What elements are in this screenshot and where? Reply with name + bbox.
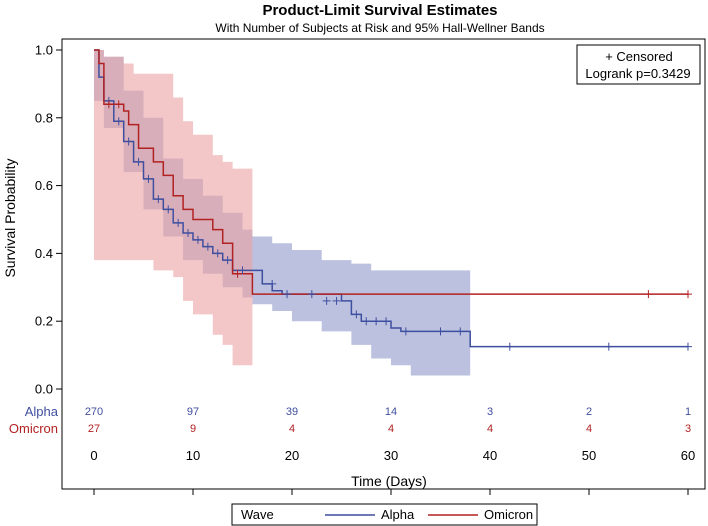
- band-omicron: [94, 50, 253, 366]
- risk-count-alpha: 270: [85, 406, 103, 418]
- censor-mark-alpha: [436, 327, 445, 336]
- risk-count-alpha: 1: [685, 406, 691, 418]
- censor-mark-omicron: [644, 290, 653, 299]
- chart-title: Product-Limit Survival Estimates: [262, 2, 497, 19]
- risk-count-omicron: 4: [289, 423, 295, 435]
- risk-count-omicron: 3: [685, 423, 691, 435]
- y-tick-label: 0.8: [35, 110, 53, 125]
- censor-mark-alpha: [352, 310, 361, 319]
- censor-mark-alpha: [307, 290, 316, 299]
- x-tick-label: 30: [384, 448, 398, 463]
- x-tick-label: 20: [285, 448, 299, 463]
- censor-mark-alpha: [238, 266, 247, 275]
- censor-mark-alpha: [154, 195, 163, 204]
- logrank-label: Logrank p=0.3429: [585, 66, 690, 81]
- risk-count-omicron: 27: [88, 423, 100, 435]
- risk-count-alpha: 2: [586, 406, 592, 418]
- x-tick-label: 10: [186, 448, 200, 463]
- censor-mark-alpha: [322, 296, 331, 305]
- censored-marks: [104, 96, 692, 351]
- censor-mark-omicron: [104, 100, 113, 109]
- censor-mark-alpha: [213, 249, 222, 258]
- censor-mark-alpha: [174, 218, 183, 227]
- risk-count-alpha: 3: [487, 406, 493, 418]
- censor-mark-omicron: [684, 290, 692, 299]
- y-tick-label: 1.0: [35, 43, 53, 58]
- censor-mark-alpha: [124, 137, 133, 146]
- censor-mark-alpha: [283, 290, 292, 299]
- risk-count-alpha: 97: [187, 406, 199, 418]
- censor-mark-alpha: [401, 327, 410, 336]
- y-tick-label: 0.4: [35, 246, 53, 261]
- censor-mark-alpha: [362, 317, 371, 326]
- censored-label: + Censored: [605, 49, 673, 64]
- censor-mark-alpha: [332, 296, 341, 305]
- censor-mark-alpha: [604, 342, 613, 351]
- legend: Wave Alpha Omicron: [231, 503, 538, 526]
- x-tick-label: 50: [582, 448, 596, 463]
- censor-mark-alpha: [684, 342, 692, 351]
- risk-row-name-omicron: Omicron: [9, 421, 58, 436]
- curve-omicron: [94, 49, 688, 295]
- censor-mark-alpha: [372, 317, 381, 326]
- risk-count-omicron: 9: [190, 423, 196, 435]
- censor-mark-alpha: [114, 117, 123, 126]
- x-tick-label: 40: [483, 448, 497, 463]
- x-axis-label: Time (Days): [351, 473, 427, 489]
- censor-mark-alpha: [203, 242, 212, 251]
- y-axis-label: Survival Probability: [2, 158, 18, 277]
- inset-box: + Censored Logrank p=0.3429: [576, 44, 701, 85]
- risk-count-omicron: 4: [487, 423, 493, 435]
- censor-mark-alpha: [144, 174, 153, 183]
- censor-mark-omicron: [233, 269, 242, 278]
- inset-frame: [576, 44, 701, 85]
- risk-count-alpha: 14: [385, 406, 397, 418]
- censor-mark-alpha: [456, 327, 465, 336]
- censor-mark-omicron: [114, 100, 123, 109]
- x-tick-label: 60: [681, 448, 695, 463]
- risk-count-omicron: 4: [586, 423, 592, 435]
- risk-count-alpha: 39: [286, 406, 298, 418]
- censor-mark-alpha: [382, 317, 391, 326]
- x-axis: 0 10 20 30 40 50 60: [90, 448, 695, 495]
- risk-count-omicron: 4: [388, 423, 394, 435]
- censor-mark-alpha: [164, 205, 173, 214]
- censor-mark-alpha: [268, 279, 277, 288]
- censor-mark-alpha: [193, 235, 202, 244]
- y-tick-label: 0.2: [35, 314, 53, 329]
- legend-title: Wave: [241, 507, 274, 522]
- confidence-bands: [94, 50, 471, 376]
- legend-entry-alpha: Alpha: [381, 507, 415, 522]
- censor-mark-alpha: [505, 342, 514, 351]
- censor-mark-alpha: [134, 157, 143, 166]
- y-axis: 0.0 0.2 0.4 0.6 0.8 1.0: [35, 43, 62, 397]
- censor-mark-alpha: [223, 256, 232, 265]
- y-tick-label: 0.0: [35, 382, 53, 397]
- plot-frame: [61, 38, 706, 490]
- chart-subtitle: With Number of Subjects at Risk and 95% …: [215, 21, 544, 35]
- y-tick-label: 0.6: [35, 178, 53, 193]
- x-tick-label: 0: [90, 448, 97, 463]
- censor-mark-alpha: [184, 229, 193, 238]
- at-risk-table: Alpha 270 97 39 14 3 2 1 Omicron 27 9 4 4 4 4 3: [9, 404, 691, 436]
- legend-entry-omicron: Omicron: [484, 507, 533, 522]
- legend-frame: [231, 503, 538, 526]
- risk-row-name-alpha: Alpha: [25, 404, 59, 419]
